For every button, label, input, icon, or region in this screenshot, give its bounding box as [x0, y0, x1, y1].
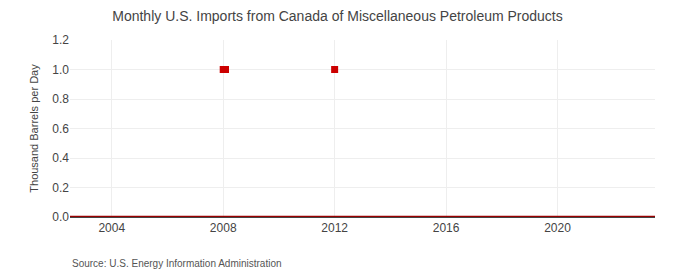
svg-text:Monthly U.S. Imports from Cana: Monthly U.S. Imports from Canada of Misc… — [112, 8, 563, 24]
svg-text:2016: 2016 — [433, 221, 460, 235]
svg-text:2012: 2012 — [321, 221, 348, 235]
svg-text:Thousand Barrels per Day: Thousand Barrels per Day — [28, 64, 40, 193]
svg-text:0.4: 0.4 — [52, 151, 69, 165]
svg-text:1.2: 1.2 — [52, 33, 69, 47]
svg-text:2008: 2008 — [210, 221, 237, 235]
svg-text:0.8: 0.8 — [52, 92, 69, 106]
svg-text:0.6: 0.6 — [52, 122, 69, 136]
svg-text:2020: 2020 — [544, 221, 571, 235]
svg-text:Source: U.S. Energy Informatio: Source: U.S. Energy Information Administ… — [72, 258, 282, 269]
svg-text:0.2: 0.2 — [52, 181, 69, 195]
svg-text:0.0: 0.0 — [52, 210, 69, 224]
svg-text:2004: 2004 — [98, 221, 125, 235]
svg-text:1.0: 1.0 — [52, 63, 69, 77]
